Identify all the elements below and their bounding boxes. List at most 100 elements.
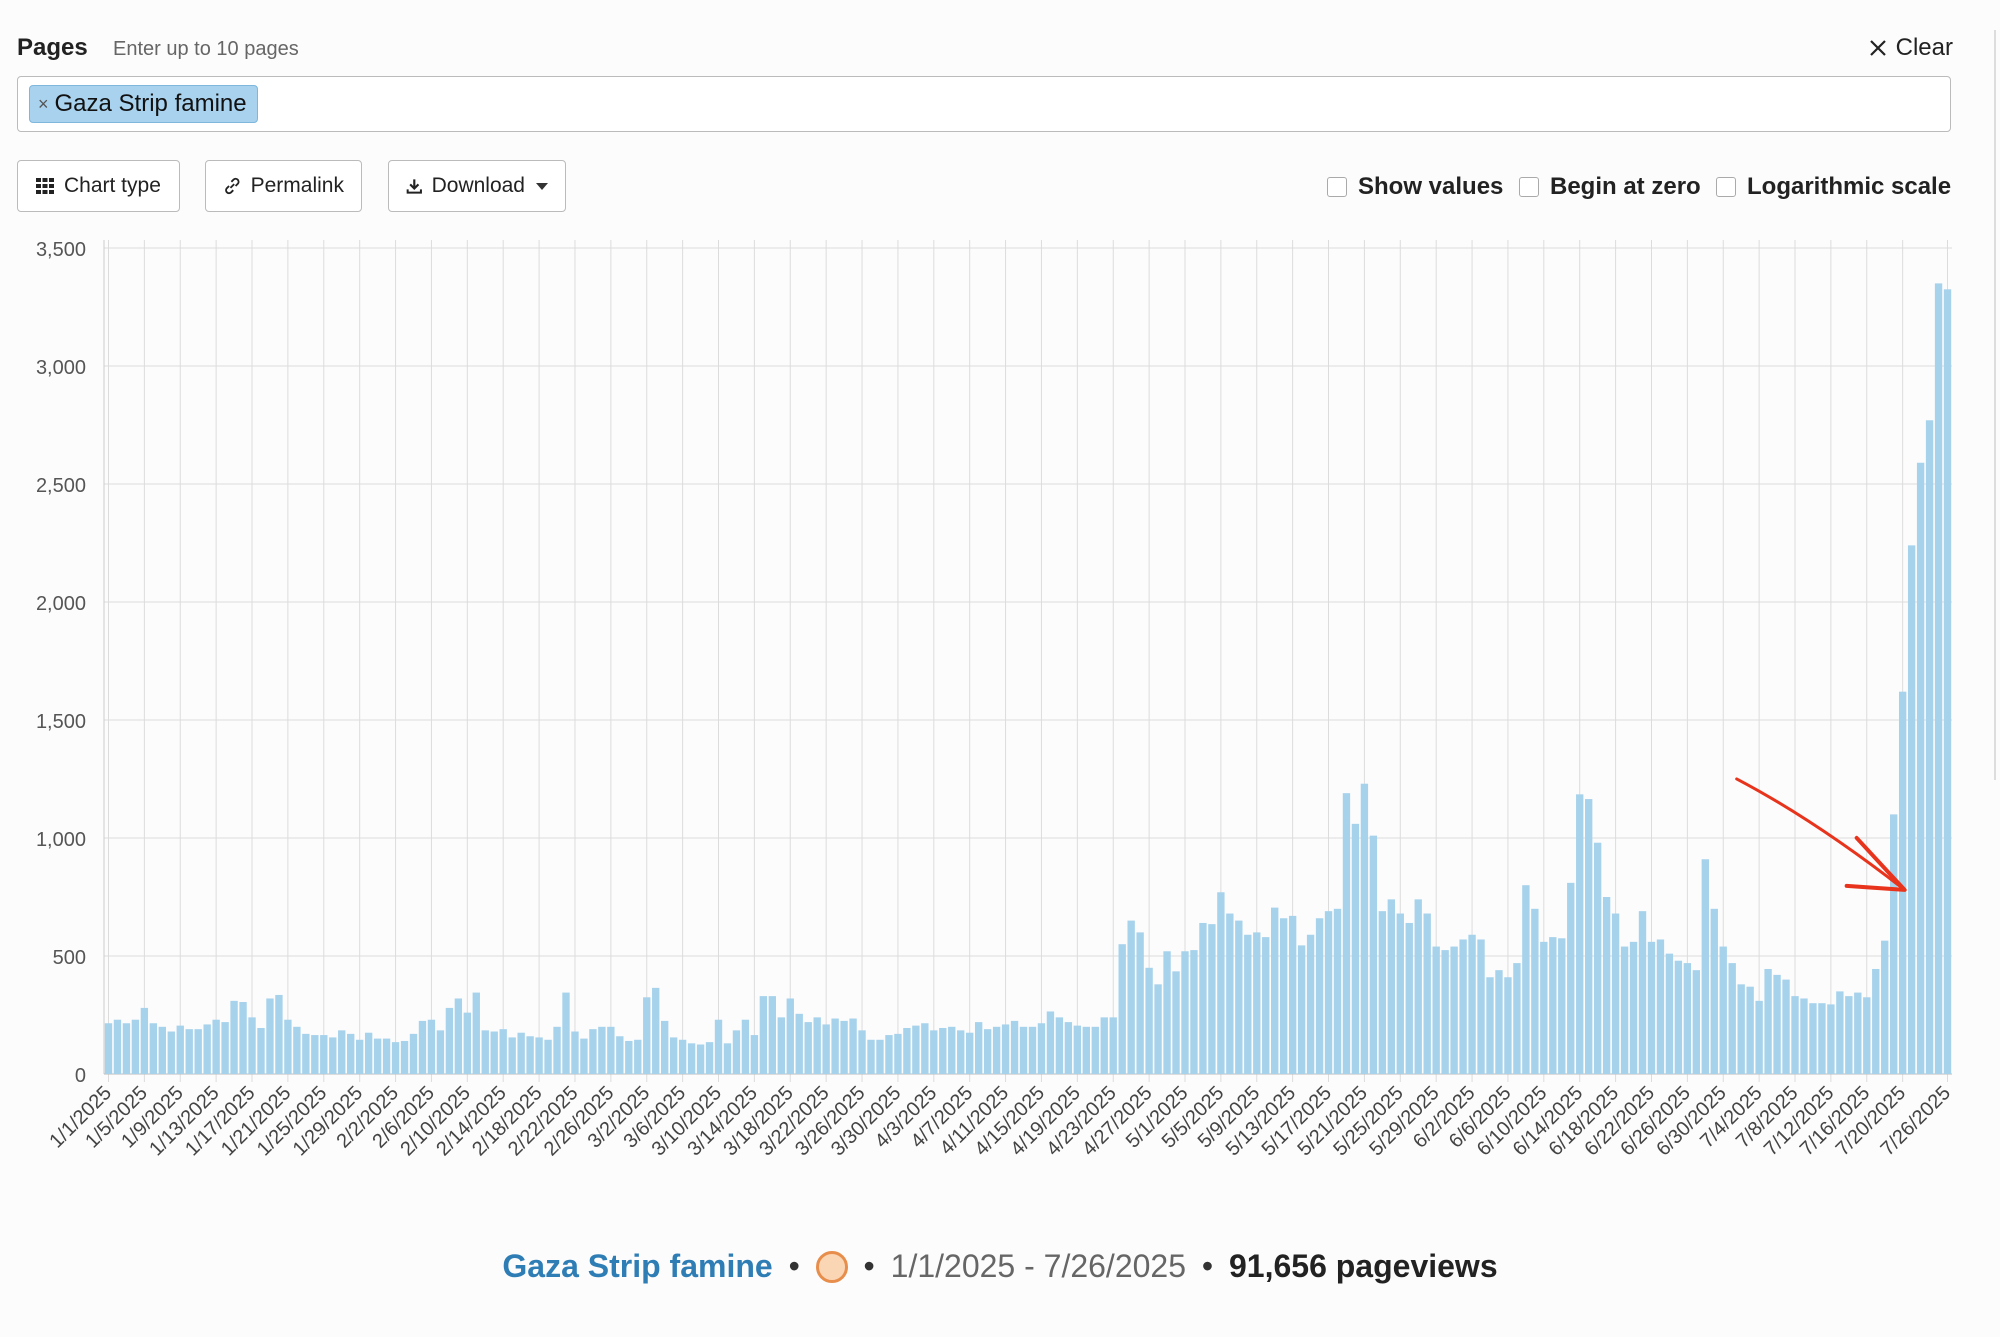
bar [338,1030,346,1074]
page-search-input[interactable]: × Gaza Strip famine [17,76,1951,132]
bar [885,1035,893,1074]
bar [1217,892,1225,1074]
bar [1055,1017,1064,1074]
bar [669,1037,678,1074]
bar [1881,940,1889,1074]
bar [1324,911,1333,1074]
bar [1441,950,1449,1074]
bar [992,1026,1001,1074]
bar [1647,941,1656,1074]
bar [571,1031,579,1074]
download-button[interactable]: Download [388,160,566,212]
bar [400,1040,409,1074]
bar [696,1044,705,1074]
bar [302,1033,310,1074]
bar [741,1019,750,1074]
bar [1719,946,1727,1074]
bar [203,1024,211,1074]
bar [275,994,283,1074]
bar [1746,986,1754,1074]
bar [320,1035,328,1074]
bar [1369,835,1378,1074]
bar [1764,968,1772,1074]
bar [1495,970,1503,1074]
bar [355,1039,364,1074]
bar [463,1012,471,1074]
show-values-label: Show values [1358,173,1504,200]
bar [1423,913,1431,1074]
bar [948,1026,956,1074]
bar [1907,545,1916,1074]
begin-at-zero-option[interactable]: Begin at zero [1519,173,1701,201]
legend-separator: • [863,1248,875,1284]
legend-date-range: 1/1/2025 - 7/26/2025 [890,1248,1186,1284]
bar [1531,908,1539,1074]
log-scale-option[interactable]: Logarithmic scale [1716,173,1951,201]
bar [598,1026,606,1074]
bar [544,1039,552,1074]
bar [1244,934,1252,1074]
bar [1109,1017,1117,1074]
bar [1602,897,1611,1074]
bar [1576,794,1584,1074]
bar [1288,915,1297,1074]
download-icon [406,179,422,194]
bar [1898,691,1907,1074]
bar [490,1031,498,1074]
bar [705,1042,714,1074]
bar [194,1029,202,1074]
bar [983,1029,992,1074]
bar [1540,941,1548,1074]
bar [1656,939,1665,1074]
bar [1378,911,1387,1074]
scrollbar[interactable] [1994,30,1996,780]
remove-tag-icon[interactable]: × [38,93,49,114]
bar [1674,960,1683,1074]
clear-label: Clear [1895,34,1953,61]
bar [122,1023,131,1074]
show-values-option[interactable]: Show values [1327,173,1503,201]
show-values-checkbox[interactable] [1327,177,1347,197]
chart-type-label: Chart type [64,174,161,197]
bar [185,1029,193,1074]
bar [625,1040,633,1074]
bar [1001,1024,1010,1074]
bar [1585,799,1593,1074]
bar [661,1020,669,1074]
permalink-button[interactable]: Permalink [205,160,362,212]
bar [1037,1023,1046,1074]
log-scale-checkbox[interactable] [1716,177,1736,197]
y-tick-label: 500 [53,947,86,969]
bar [1405,922,1413,1074]
bar [939,1027,947,1074]
clear-button[interactable]: Clear [1868,34,1953,62]
chart-legend: Gaza Strip famine • • 1/1/2025 - 7/26/20… [0,1248,2000,1285]
bar [1118,944,1126,1074]
begin-at-zero-checkbox[interactable] [1519,177,1539,197]
y-tick-label: 0 [75,1065,86,1087]
bar [1459,939,1467,1074]
bar [822,1024,830,1074]
toolbar: Chart type Permalink Download Show value… [17,160,1953,212]
chart-type-button[interactable]: Chart type [17,160,180,212]
bar [1710,908,1718,1074]
bar [1737,984,1745,1074]
bar [535,1037,543,1074]
page-tag[interactable]: × Gaza Strip famine [29,85,258,123]
bar [131,1019,140,1074]
legend-page-link[interactable]: Gaza Strip famine [502,1248,773,1284]
bar [813,1017,821,1074]
bar [149,1023,158,1074]
bar [1638,911,1647,1074]
bar [580,1038,588,1074]
bar [1226,913,1234,1074]
bar [1567,882,1575,1074]
bar [1522,885,1530,1074]
bar [1629,941,1638,1074]
y-tick-label: 3,500 [36,239,86,261]
log-scale-label: Logarithmic scale [1747,173,1952,200]
bar [723,1043,732,1074]
bar [1791,996,1799,1074]
bar [158,1026,166,1074]
bar [876,1039,884,1074]
